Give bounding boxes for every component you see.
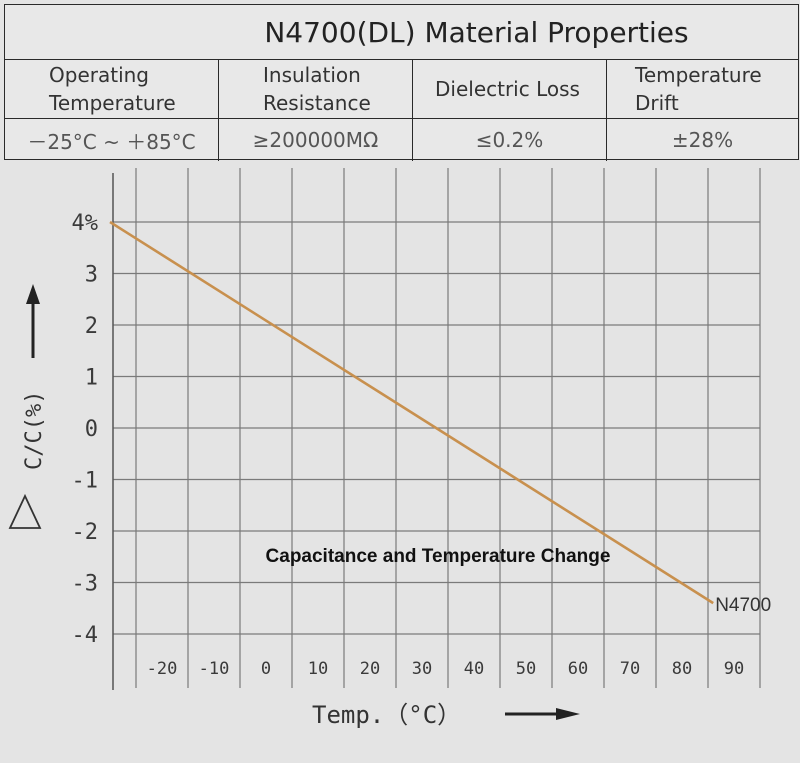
y-tick-label: 1 [85,366,98,391]
x-tick-labels: -20 -10 0 10 20 30 40 50 60 70 80 90 [147,659,745,679]
x-tick-label: -10 [199,659,230,679]
y-tick-labels: -4 -3 -2 -1 0 1 2 3 4% [72,211,99,648]
table-value-row: －25°C ~ ＋85°C ≥200000MΩ ≤0.2% ±28% [5,119,798,161]
y-tick-label: -4 [72,623,99,648]
value-temperature-drift: ±28% [671,128,734,152]
header-insulation-resistance: Insulation Resistance [219,60,413,118]
y-tick-label: 2 [85,314,98,339]
table-title: N4700(DL) Material Properties [5,5,798,60]
header-operating-temperature: Operating Temperature [5,60,219,118]
x-tick-label: -20 [147,659,178,679]
value-dielectric-loss: ≤0.2% [413,119,607,161]
x-tick-label: 30 [412,659,432,679]
x-tick-label: 10 [308,659,328,679]
temperature-chart: -20 -10 0 10 20 30 40 50 60 70 80 90 -4-3-2-101234%… [8,168,771,729]
y-tick-label: 3 [85,263,98,288]
y-tick-label: -3 [72,572,99,597]
x-tick-label: 50 [516,659,536,679]
x-tick-label: 0 [261,659,271,679]
chart-title: Capacitance and Temperature Change [266,546,611,567]
series-group: N4700 [109,220,771,616]
x-tick-label: 90 [724,659,744,679]
x-tick-label: 40 [464,659,484,679]
value-insulation-resistance: ≥200000MΩ [219,119,413,161]
y-axis-label: C/C(%) [8,284,47,529]
x-axis-label: Temp.（°C） [312,701,580,729]
series-label: N4700 [715,595,771,616]
header-dielectric-loss: Dielectric Loss [413,60,607,118]
x-tick-label: 70 [620,659,640,679]
x-tick-label: 20 [360,659,380,679]
y-tick-label: 0 [85,417,98,442]
y-tick-label: 4% [72,211,99,236]
material-properties-table: N4700(DL) Material Properties Operating … [4,4,799,161]
header-temperature-drift: Temperature Drift [635,63,762,115]
x-tick-label: 60 [568,659,588,679]
value-operating-temperature: －25°C ~ ＋85°C [5,119,219,161]
x-axis-label-text: Temp.（°C） [312,701,461,729]
y-tick-label: -1 [72,469,99,494]
y-tick-label: -2 [72,520,99,545]
y-axis-label-text: C/C(%) [22,391,47,470]
x-tick-label: 80 [672,659,692,679]
table-header-row: Operating Temperature Insulation Resista… [5,60,798,119]
series-line-n4700 [109,220,714,605]
delta-icon [8,493,42,529]
